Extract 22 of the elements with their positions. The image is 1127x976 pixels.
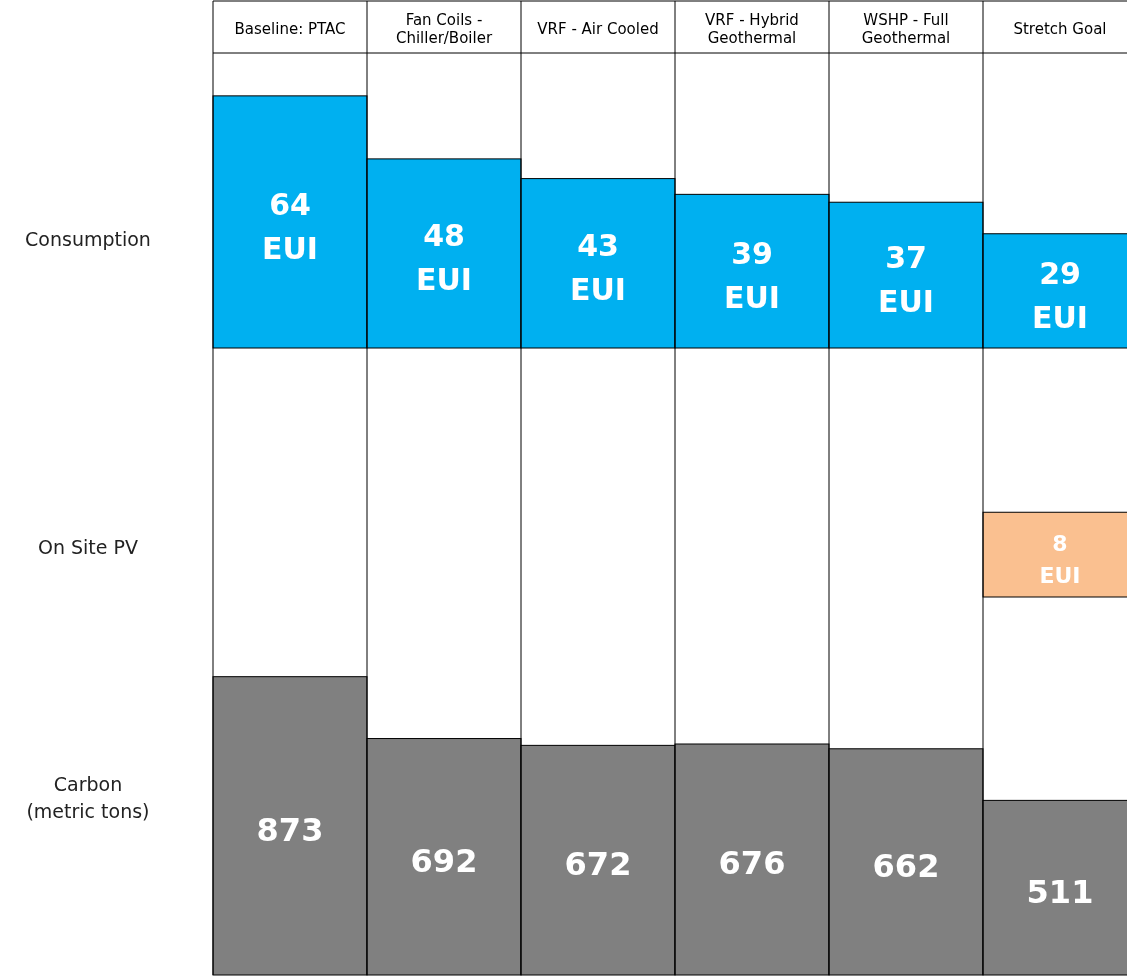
data-label: 662 (872, 846, 940, 885)
data-label: 43 EUI (569, 227, 627, 307)
x-tick-label: Fan Coils - Chiller/Boiler (395, 10, 493, 47)
data-label: 29 EUI (1031, 255, 1089, 335)
data-label: 39 EUI (723, 235, 781, 315)
data-label: 48 EUI (415, 217, 473, 297)
data-label: 672 (564, 845, 632, 884)
y-axis-title: On Site PV (37, 536, 139, 558)
x-tick-label: Baseline: PTAC (234, 19, 346, 38)
data-label: 692 (410, 841, 478, 880)
y-axis-title: Consumption (25, 227, 151, 250)
x-tick-label: VRF - Hybrid Geothermal (705, 10, 799, 47)
data-label: 37 EUI (877, 239, 935, 319)
x-tick-label: VRF - Air Cooled (537, 19, 659, 38)
data-label: 511 (1026, 872, 1094, 911)
x-tick-label: Stretch Goal (1013, 19, 1107, 38)
data-label: 676 (718, 844, 786, 883)
data-label: 873 (256, 810, 324, 849)
data-label: 64 EUI (261, 186, 319, 266)
x-tick-label: WSHP - Full Geothermal (861, 10, 951, 47)
y-axis-title: Carbon (metric tons) (26, 773, 150, 822)
data-label: 8 EUI (1039, 530, 1081, 588)
